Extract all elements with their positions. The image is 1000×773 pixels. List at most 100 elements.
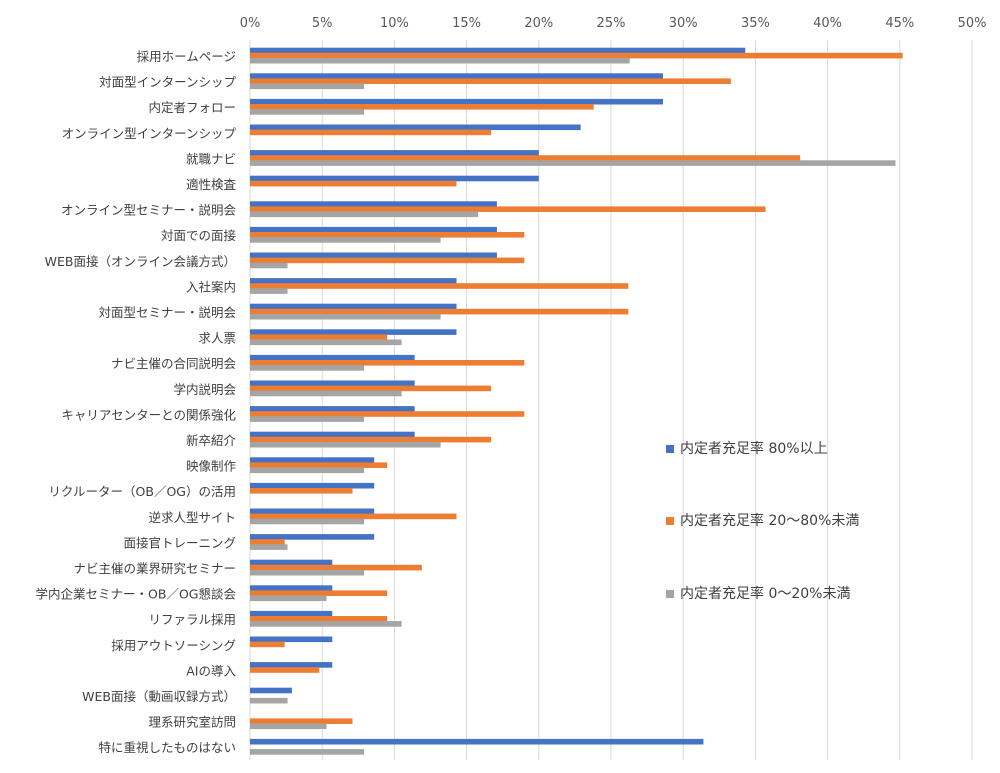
x-tick-label: 30% [669,16,698,31]
x-tick-label: 10% [380,16,409,31]
category-label: 映像制作 [186,459,237,474]
category-label: 入社案内 [186,279,236,294]
bar-series-3 [250,749,365,755]
bar-series-2 [250,78,731,84]
bar-series-2 [250,104,594,110]
bar-series-2 [250,206,766,212]
bar-series-2 [250,436,492,443]
legend-swatch-3 [666,590,674,598]
x-tick-label: 15% [452,16,481,31]
bar-series-1 [250,303,457,310]
bar-series-2 [250,232,525,238]
bar-series-2 [250,462,388,468]
bar-series-2 [250,308,629,315]
bar-series-2 [250,539,285,545]
x-tick-label: 40% [813,16,842,31]
gridlines [249,40,973,760]
x-tick-label: 25% [597,16,626,31]
bar-series-1 [250,406,415,412]
bar-series-3 [250,544,288,550]
bar-series-1 [250,98,663,105]
bar-series-3 [250,390,402,397]
category-label: リファラル採用 [148,612,236,627]
bar-series-1 [250,150,539,156]
bar-series-2 [250,334,388,340]
bar-series-3 [250,467,365,474]
bar-series-1 [250,226,497,233]
category-label: オンライン型インターンシップ [62,126,237,141]
category-label: WEB面接（オンライン会議方式） [45,254,236,269]
x-tick-label: 0% [240,16,261,31]
bar-series-1 [250,508,375,515]
bar-series-3 [250,83,365,90]
bar-series-2 [250,180,457,187]
x-axis-ticks: 0% 5% 10% 15% 20% 25% 30% 35% 40% 45% 50% [240,16,987,31]
bar-series-2 [250,616,388,622]
category-label: 採用アウトソーシング [111,638,236,653]
bar-series-2 [250,564,422,571]
bar-series-2 [250,667,320,673]
bar-series-1 [250,431,415,438]
category-label: リクルーター（OB／OG）の活用 [48,484,236,499]
bar-series-2 [250,155,801,161]
x-tick-label: 35% [741,16,770,31]
bar-series-3 [250,697,288,704]
category-label: ナビ主催の合同説明会 [111,356,237,371]
bar-series-3 [250,211,479,218]
bar-series-2 [250,513,457,520]
bar-series-3 [250,339,402,346]
bar-series-3 [250,621,402,627]
category-label: オンライン型セミナー・説明会 [61,203,237,218]
bar-series-1 [250,482,375,489]
bar-series-2 [250,385,492,392]
bar-series-1 [250,175,539,182]
bar-series-3 [250,365,365,371]
category-label: 逆求人型サイト [148,510,236,525]
bar-series-3 [250,262,288,269]
bar-series-2 [250,52,903,59]
x-tick-label: 5% [312,16,333,31]
bar-series-1 [250,252,497,259]
bar-series-2 [250,718,353,724]
category-labels: 採用ホームページ対面型インターンシップ内定者フォローオンライン型インターンシップ… [36,49,237,755]
bar-series-1 [250,610,333,617]
legend-label-1: 内定者充足率 80%以上 [680,440,828,457]
bar-series-1 [250,354,415,361]
bar-series-1 [250,201,497,207]
category-label: 求人票 [198,331,236,346]
bar-series-2 [250,641,285,648]
category-label: 理系研究室訪問 [148,715,236,730]
category-label: WEB面接（動画収録方式） [82,689,236,704]
bar-series-3 [250,109,365,115]
category-label: 採用ホームページ [137,49,236,64]
bar-series-2 [250,257,525,264]
bar-series-2 [250,488,353,494]
bar-series-3 [250,313,441,320]
bar-series-1 [250,662,333,668]
bar-series-2 [250,129,492,136]
legend-swatch-2 [666,517,674,525]
x-tick-label: 50% [958,16,987,31]
category-label: 特に重視したものはない [98,740,236,755]
bar-series-3 [250,237,441,243]
legend-label-2: 内定者充足率 20〜80%未満 [680,512,859,529]
bar-series-2 [250,283,629,289]
bar-series-1 [250,124,581,131]
bar-series-3 [250,160,896,166]
bar-series-3 [250,569,365,576]
category-label: 対面型セミナー・説明会 [98,305,236,320]
bar-series-1 [250,380,415,387]
x-tick-label: 45% [885,16,914,31]
bar-series-2 [250,360,525,366]
bar-series-3 [250,57,630,64]
bar-series-1 [250,73,663,79]
category-label: 対面型インターンシップ [99,75,236,90]
bars [250,47,903,755]
bar-series-2 [250,590,388,596]
bar-series-1 [250,559,333,566]
category-label: キャリアセンターとの関係強化 [61,407,236,422]
bar-series-1 [250,636,333,643]
bar-series-1 [250,47,746,54]
